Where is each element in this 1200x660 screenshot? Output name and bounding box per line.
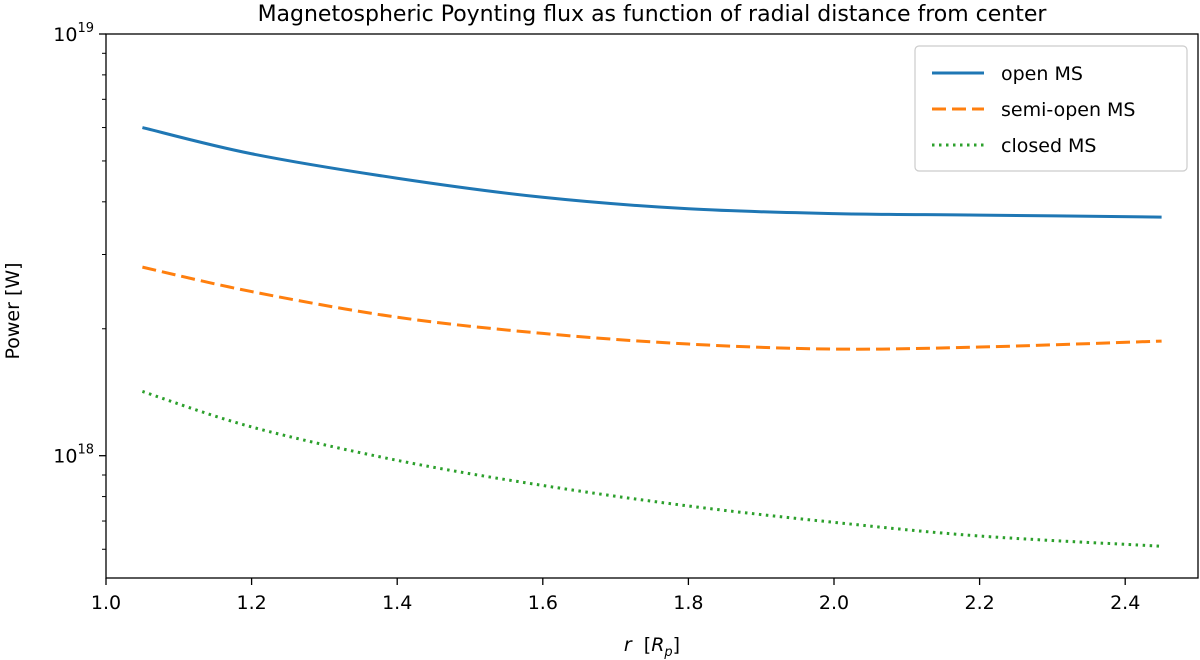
series-line-1 <box>142 126 1162 219</box>
x-tick-label: 2.0 <box>819 592 849 614</box>
legend: open MS semi-open MS closed MS <box>914 45 1188 172</box>
legend-label-2: semi-open MS <box>1001 99 1136 121</box>
plot-area: 1.0 1.2 1.4 1.6 1.8 2.0 2.2 2.4 1018 1019 <box>53 21 1199 614</box>
x-tick-label: 2.4 <box>1110 592 1140 614</box>
y-tick-label: 1019 <box>53 21 94 46</box>
x-axis-label-sym: R <box>651 634 664 656</box>
series-line-3 <box>141 390 1162 548</box>
x-axis-label-var: r <box>624 634 633 656</box>
x-axis-label: r [Rp] <box>624 634 680 660</box>
x-tick-label: 2.2 <box>964 592 994 614</box>
legend-label-3: closed MS <box>1001 135 1097 157</box>
legend-box <box>914 45 1188 172</box>
series-line-2 <box>142 265 1162 351</box>
x-axis-label-close: ] <box>673 634 680 656</box>
legend-label-1: open MS <box>1001 63 1083 85</box>
x-tick-label: 1.2 <box>236 592 266 614</box>
y-axis-label: Power [W] <box>2 262 24 359</box>
x-tick-label: 1.4 <box>382 592 412 614</box>
x-tick-label: 1.6 <box>528 592 558 614</box>
chart-title: Magnetospheric Poynting flux as function… <box>258 2 1048 27</box>
x-tick-label: 1.8 <box>673 592 703 614</box>
plot-frame <box>105 33 1199 579</box>
x-axis-label-sub: p <box>663 645 672 660</box>
y-tick-label: 1018 <box>53 443 94 468</box>
x-axis-label-open: [ <box>644 634 651 656</box>
x-tick-label: 1.0 <box>91 592 121 614</box>
